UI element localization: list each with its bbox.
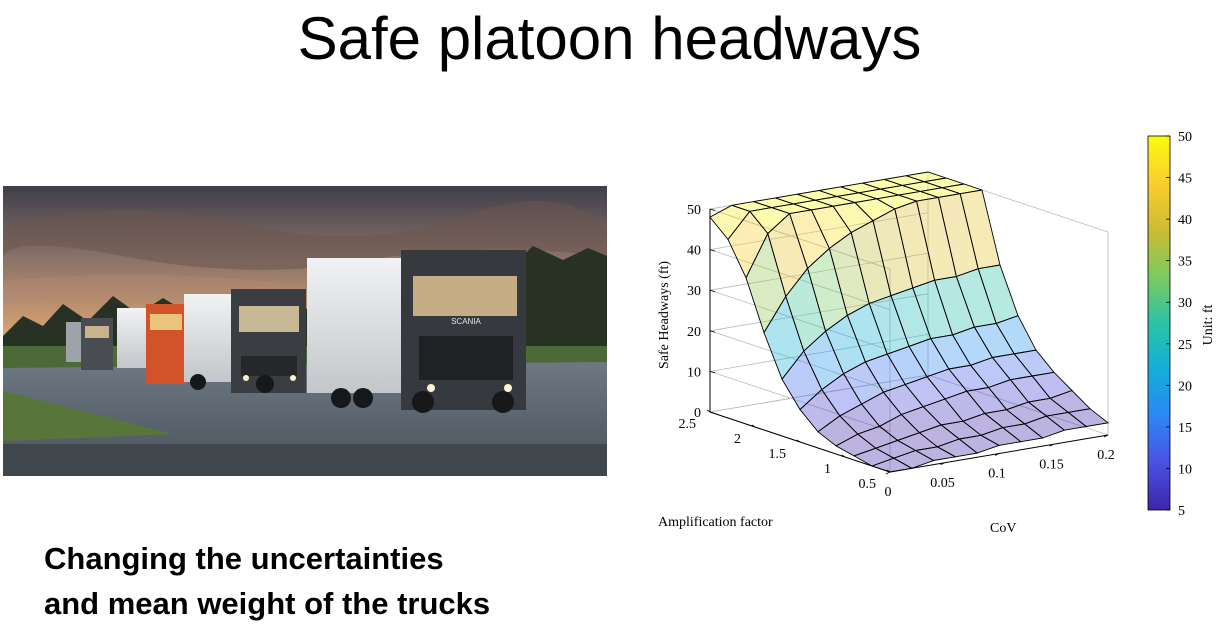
side-gridline bbox=[709, 371, 891, 432]
y-tick-label: 2 bbox=[734, 432, 741, 447]
y-tick-label: 0.5 bbox=[859, 477, 877, 492]
z-tick-mark bbox=[709, 411, 716, 414]
back-gridline bbox=[709, 374, 929, 413]
z-tick-mark bbox=[709, 249, 716, 252]
z-tick-label: 10 bbox=[687, 365, 701, 380]
z-tick-label: 0 bbox=[694, 406, 701, 421]
x-tick-label: 0.15 bbox=[1039, 457, 1064, 472]
back-gridline bbox=[709, 212, 929, 250]
slide-caption: Changing the uncertainties and mean weig… bbox=[44, 536, 490, 626]
slide-title: Safe platoon headways bbox=[297, 5, 922, 72]
y-tick-label: 1.5 bbox=[769, 447, 787, 462]
colorbar-tick-label: 30 bbox=[1178, 296, 1192, 311]
colorbar-label: Unit: ft bbox=[1201, 304, 1216, 345]
colorbar-tick-label: 5 bbox=[1178, 504, 1185, 519]
x-tick-mark bbox=[940, 462, 945, 466]
y-tick-mark bbox=[886, 469, 891, 473]
z-tick-label: 40 bbox=[687, 244, 701, 259]
x-tick-mark bbox=[1049, 443, 1054, 447]
colorbar-tick-label: 45 bbox=[1178, 172, 1192, 187]
colorbar-tick-label: 35 bbox=[1178, 255, 1192, 270]
z-tick-mark bbox=[709, 208, 716, 211]
z-tick-label: 30 bbox=[687, 284, 701, 299]
z-tick-mark bbox=[709, 289, 716, 293]
y-tick-label: 2.5 bbox=[679, 417, 697, 432]
y-tick-mark bbox=[841, 454, 846, 458]
colorbar-tick-label: 15 bbox=[1178, 421, 1192, 436]
colorbar-ticks: 5 10 15 20 25 30 35 40 45 50 bbox=[1166, 130, 1192, 519]
back-gridline bbox=[709, 334, 929, 372]
y-tick-mark bbox=[706, 409, 711, 413]
back-gridline bbox=[709, 293, 929, 332]
side-gridline bbox=[709, 289, 891, 351]
z-tick-mark bbox=[709, 330, 716, 333]
surface-plot bbox=[709, 171, 1110, 473]
surface-cell bbox=[1067, 408, 1110, 427]
axis-ticks: 0 10 20 30 40 50 0 0.05 0.1 0.15 0.2 0.5 1 1.5 2 2.5 bbox=[679, 203, 1115, 500]
x-axis-label: CoV bbox=[990, 521, 1016, 536]
colorbar-tick-label: 20 bbox=[1178, 379, 1192, 394]
y-tick-label: 1 bbox=[824, 462, 831, 477]
z-tick-label: 20 bbox=[687, 325, 701, 340]
z-tick-mark bbox=[709, 371, 716, 374]
x-tick-label: 0.2 bbox=[1097, 448, 1115, 463]
safe-headways-surface-chart: 0 10 20 30 40 50 0 0.05 0.1 0.15 0.2 0.5 1 1.5 2 2.5 Sa… bbox=[640, 125, 1219, 545]
side-gridline bbox=[709, 208, 891, 270]
y-tick-mark bbox=[796, 439, 801, 443]
side-gridline bbox=[709, 330, 891, 392]
colorbar-tick-label: 50 bbox=[1178, 130, 1192, 145]
y-axis-label: Amplification factor bbox=[658, 515, 773, 530]
truck-brand-label: SCANIA bbox=[451, 317, 481, 326]
side-gridline bbox=[709, 249, 891, 310]
caption-line-2: and mean weight of the trucks bbox=[44, 586, 491, 621]
y-tick-mark bbox=[751, 424, 756, 428]
z-axis-label: Safe Headways (ft) bbox=[657, 261, 672, 369]
z-tick-label: 50 bbox=[687, 203, 701, 218]
colorbar-tick-label: 40 bbox=[1178, 213, 1192, 228]
platoon-trucks-photo: SCANIA bbox=[3, 186, 607, 476]
x-tick-mark bbox=[1103, 434, 1109, 438]
right-floor-edge bbox=[927, 374, 1109, 436]
x-tick-mark bbox=[885, 471, 891, 475]
x-tick-label: 0.1 bbox=[988, 467, 1006, 482]
colorbar-tick-label: 10 bbox=[1178, 462, 1192, 477]
back-gridline bbox=[709, 252, 929, 291]
caption-line-1: Changing the uncertainties bbox=[44, 541, 444, 576]
colorbar bbox=[1147, 135, 1171, 511]
x-tick-mark bbox=[994, 453, 1000, 456]
x-tick-label: 0 bbox=[885, 485, 892, 500]
x-tick-label: 0.05 bbox=[930, 476, 955, 491]
colorbar-tick-label: 25 bbox=[1178, 338, 1192, 353]
